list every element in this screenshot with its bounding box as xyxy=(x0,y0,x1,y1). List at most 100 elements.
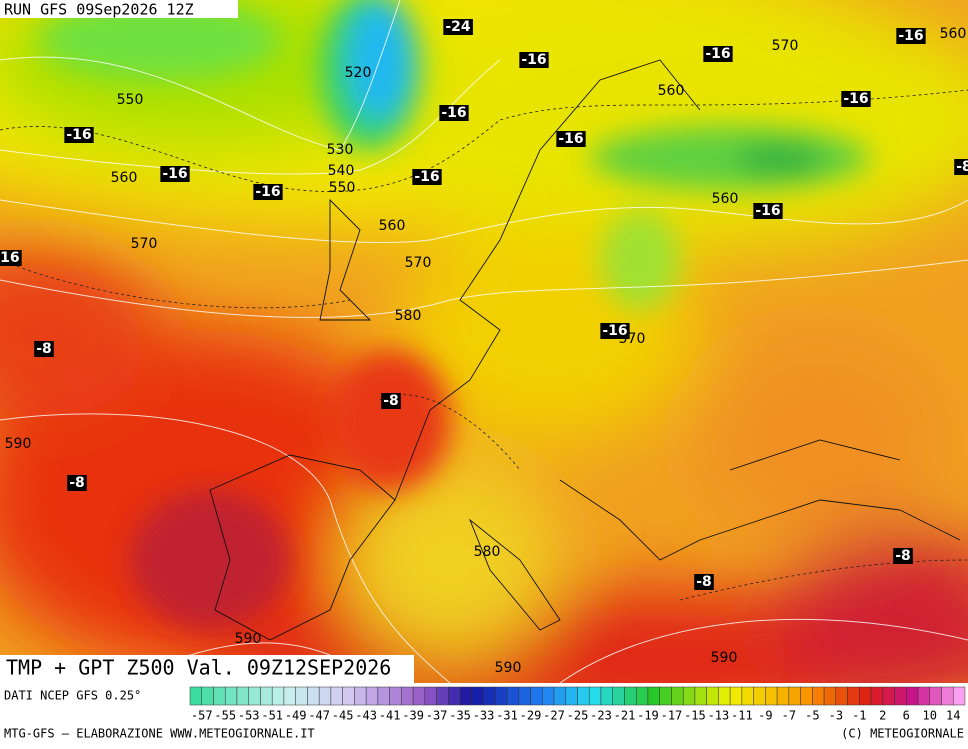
color-swatch xyxy=(412,686,426,706)
height-label: 560 xyxy=(940,26,967,42)
color-swatch xyxy=(835,686,848,706)
color-swatch xyxy=(295,686,308,706)
color-swatch xyxy=(495,686,508,706)
color-swatch xyxy=(929,686,942,706)
height-label: 560 xyxy=(658,83,685,99)
legend-label: -27 xyxy=(543,709,565,723)
legend-label: -11 xyxy=(731,709,753,723)
color-swatch xyxy=(377,686,390,706)
temperature-label: -16 xyxy=(162,166,187,182)
color-swatch xyxy=(318,686,332,706)
legend-label: -43 xyxy=(355,709,377,723)
color-swatch xyxy=(894,686,907,706)
height-label: 590 xyxy=(495,660,522,676)
legend-label: -5 xyxy=(805,709,819,723)
temperature-label: -8 xyxy=(69,475,85,491)
height-label: 560 xyxy=(712,191,739,207)
legend-label: -57 xyxy=(191,709,213,723)
temperature-label: -16 xyxy=(0,250,20,266)
temperature-label: -16 xyxy=(843,91,868,107)
color-swatch xyxy=(859,686,872,706)
temperature-label-box xyxy=(519,52,549,68)
height-label: 580 xyxy=(474,544,501,560)
temperature-label-box xyxy=(896,28,926,44)
height-label: 540 xyxy=(328,163,355,179)
height-label: 550 xyxy=(117,92,144,108)
color-swatch xyxy=(659,686,672,706)
color-swatch xyxy=(953,686,966,706)
legend-label: -19 xyxy=(637,709,659,723)
legend-label: -1 xyxy=(852,709,866,723)
legend-label: -53 xyxy=(238,709,260,723)
temperature-label: -8 xyxy=(956,159,968,175)
color-swatch xyxy=(600,686,613,706)
color-swatch xyxy=(201,686,214,706)
height-label: 590 xyxy=(5,436,32,452)
legend-label: -31 xyxy=(496,709,518,723)
copyright: (C) METEOGIORNALE xyxy=(841,727,964,741)
color-swatch xyxy=(706,686,719,706)
color-swatch xyxy=(506,686,520,706)
legend-label: -49 xyxy=(285,709,307,723)
temperature-label: -8 xyxy=(895,548,911,564)
temperature-label-box xyxy=(412,169,442,185)
legend-label: 2 xyxy=(879,709,886,723)
legend-label: -23 xyxy=(590,709,612,723)
color-swatch xyxy=(307,686,320,706)
color-swatch xyxy=(917,686,931,706)
credit: MTG-GFS — ELABORAZIONE WWW.METEOGIORNALE… xyxy=(4,727,315,741)
color-swatch xyxy=(271,686,285,706)
temperature-label-box xyxy=(160,166,190,182)
temperature-label-box xyxy=(694,574,714,590)
height-label: 570 xyxy=(131,236,158,252)
legend-label: -7 xyxy=(782,709,796,723)
color-swatch xyxy=(530,686,543,706)
height-label: 530 xyxy=(327,142,354,158)
color-swatch xyxy=(823,686,837,706)
color-swatch xyxy=(213,686,226,706)
color-swatch xyxy=(870,686,884,706)
legend-label: -17 xyxy=(661,709,683,723)
temperature-label: -8 xyxy=(696,574,712,590)
height-label: 570 xyxy=(772,38,799,54)
color-swatch xyxy=(718,686,731,706)
color-swatch xyxy=(765,686,778,706)
color-swatch xyxy=(941,686,954,706)
temperature-label: -16 xyxy=(898,28,923,44)
height-label: 590 xyxy=(235,631,262,647)
color-swatch xyxy=(906,686,919,706)
color-swatch xyxy=(189,686,202,706)
height-label: 550 xyxy=(329,180,356,196)
height-label: 560 xyxy=(379,218,406,234)
temperature-label-box xyxy=(381,393,401,409)
color-swatch xyxy=(882,686,895,706)
legend-label: -45 xyxy=(332,709,354,723)
color-swatch xyxy=(565,686,578,706)
color-swatch xyxy=(354,686,367,706)
color-swatch xyxy=(236,686,249,706)
color-swatch xyxy=(330,686,343,706)
legend-label: -29 xyxy=(520,709,542,723)
temperature-label: -16 xyxy=(441,105,466,121)
color-swatch xyxy=(436,686,449,706)
temperature-label: -16 xyxy=(558,131,583,147)
color-swatch xyxy=(260,686,273,706)
contour-labels: 5205505305405505605605705705805705905805… xyxy=(0,19,968,676)
legend-label: -35 xyxy=(449,709,471,723)
color-swatch xyxy=(553,686,567,706)
map-title: TMP + GPT Z500 Val. 09Z12SEP2026 xyxy=(6,656,391,680)
color-swatch xyxy=(365,686,379,706)
temperature-label-box xyxy=(443,19,473,35)
legend-label: 10 xyxy=(923,709,937,723)
temperature-label: -16 xyxy=(255,184,280,200)
color-swatch xyxy=(788,686,801,706)
color-swatch xyxy=(224,686,238,706)
temperature-label: -16 xyxy=(602,323,627,339)
color-swatch xyxy=(753,686,766,706)
color-swatch xyxy=(624,686,637,706)
temperature-label-box xyxy=(703,46,733,62)
legend-label: -39 xyxy=(402,709,424,723)
temperature-label: -16 xyxy=(521,52,546,68)
temperature-label-box xyxy=(64,127,94,143)
